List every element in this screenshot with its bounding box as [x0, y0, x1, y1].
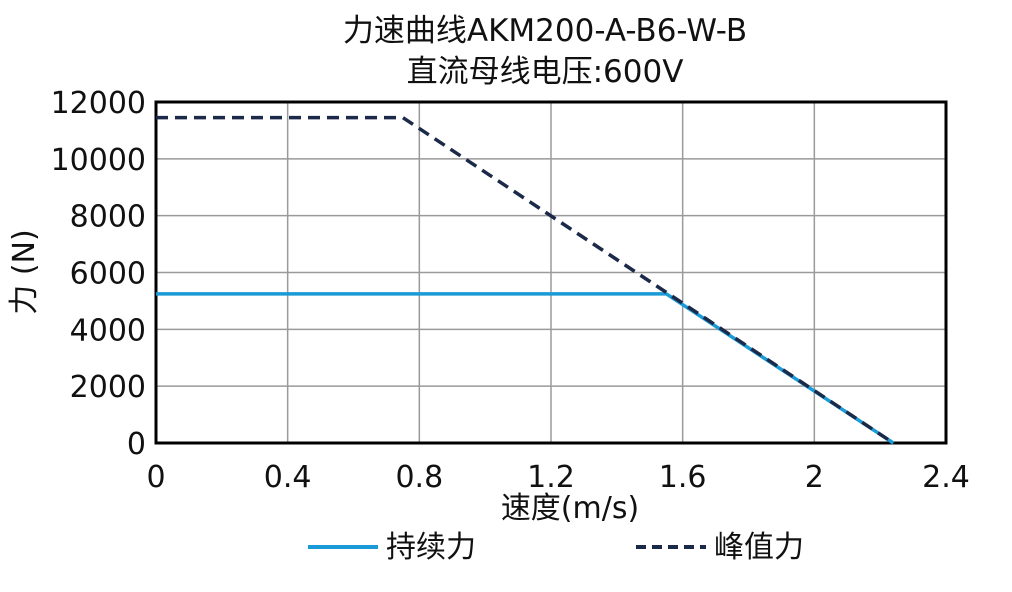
x-tick-label: 2	[805, 460, 824, 495]
legend-label-peak: 峰值力	[714, 530, 804, 565]
y-tick-label: 4000	[70, 313, 146, 348]
legend: 持续力 峰值力	[308, 530, 804, 565]
y-axis-label: 力 (N)	[7, 229, 42, 314]
x-tick-label: 1.6	[659, 460, 707, 495]
series-line-peak	[156, 115, 895, 445]
x-tick-label: 0.8	[395, 460, 443, 495]
x-tick-label: 0.4	[264, 460, 312, 495]
y-tick-label: 8000	[70, 200, 146, 235]
grid-lines	[155, 101, 947, 444]
y-tick-label: 2000	[70, 370, 146, 405]
x-tick-label: 1.2	[527, 460, 575, 495]
chart-subtitle: 直流母线电压:600V	[407, 54, 684, 90]
y-tick-label: 10000	[51, 143, 146, 178]
chart-title: 力速曲线AKM200-A-B6-W-B	[343, 13, 747, 49]
legend-label-continuous: 持续力	[386, 530, 476, 565]
x-axis-label: 速度(m/s)	[501, 491, 639, 526]
plot-frame	[154, 100, 948, 445]
y-tick-label: 6000	[70, 257, 146, 292]
series-line-continuous	[156, 292, 895, 445]
x-tick-labels: 0 0.4 0.8 1.2 1.6 2 2.4	[146, 460, 969, 495]
x-tick-label: 0	[146, 460, 165, 495]
y-tick-label: 0	[127, 427, 146, 462]
y-tick-labels: 0 2000 4000 6000 8000 10000 12000	[51, 86, 146, 462]
x-tick-label: 2.4	[922, 460, 970, 495]
series-lines	[156, 115, 895, 445]
y-tick-label: 12000	[51, 86, 146, 121]
